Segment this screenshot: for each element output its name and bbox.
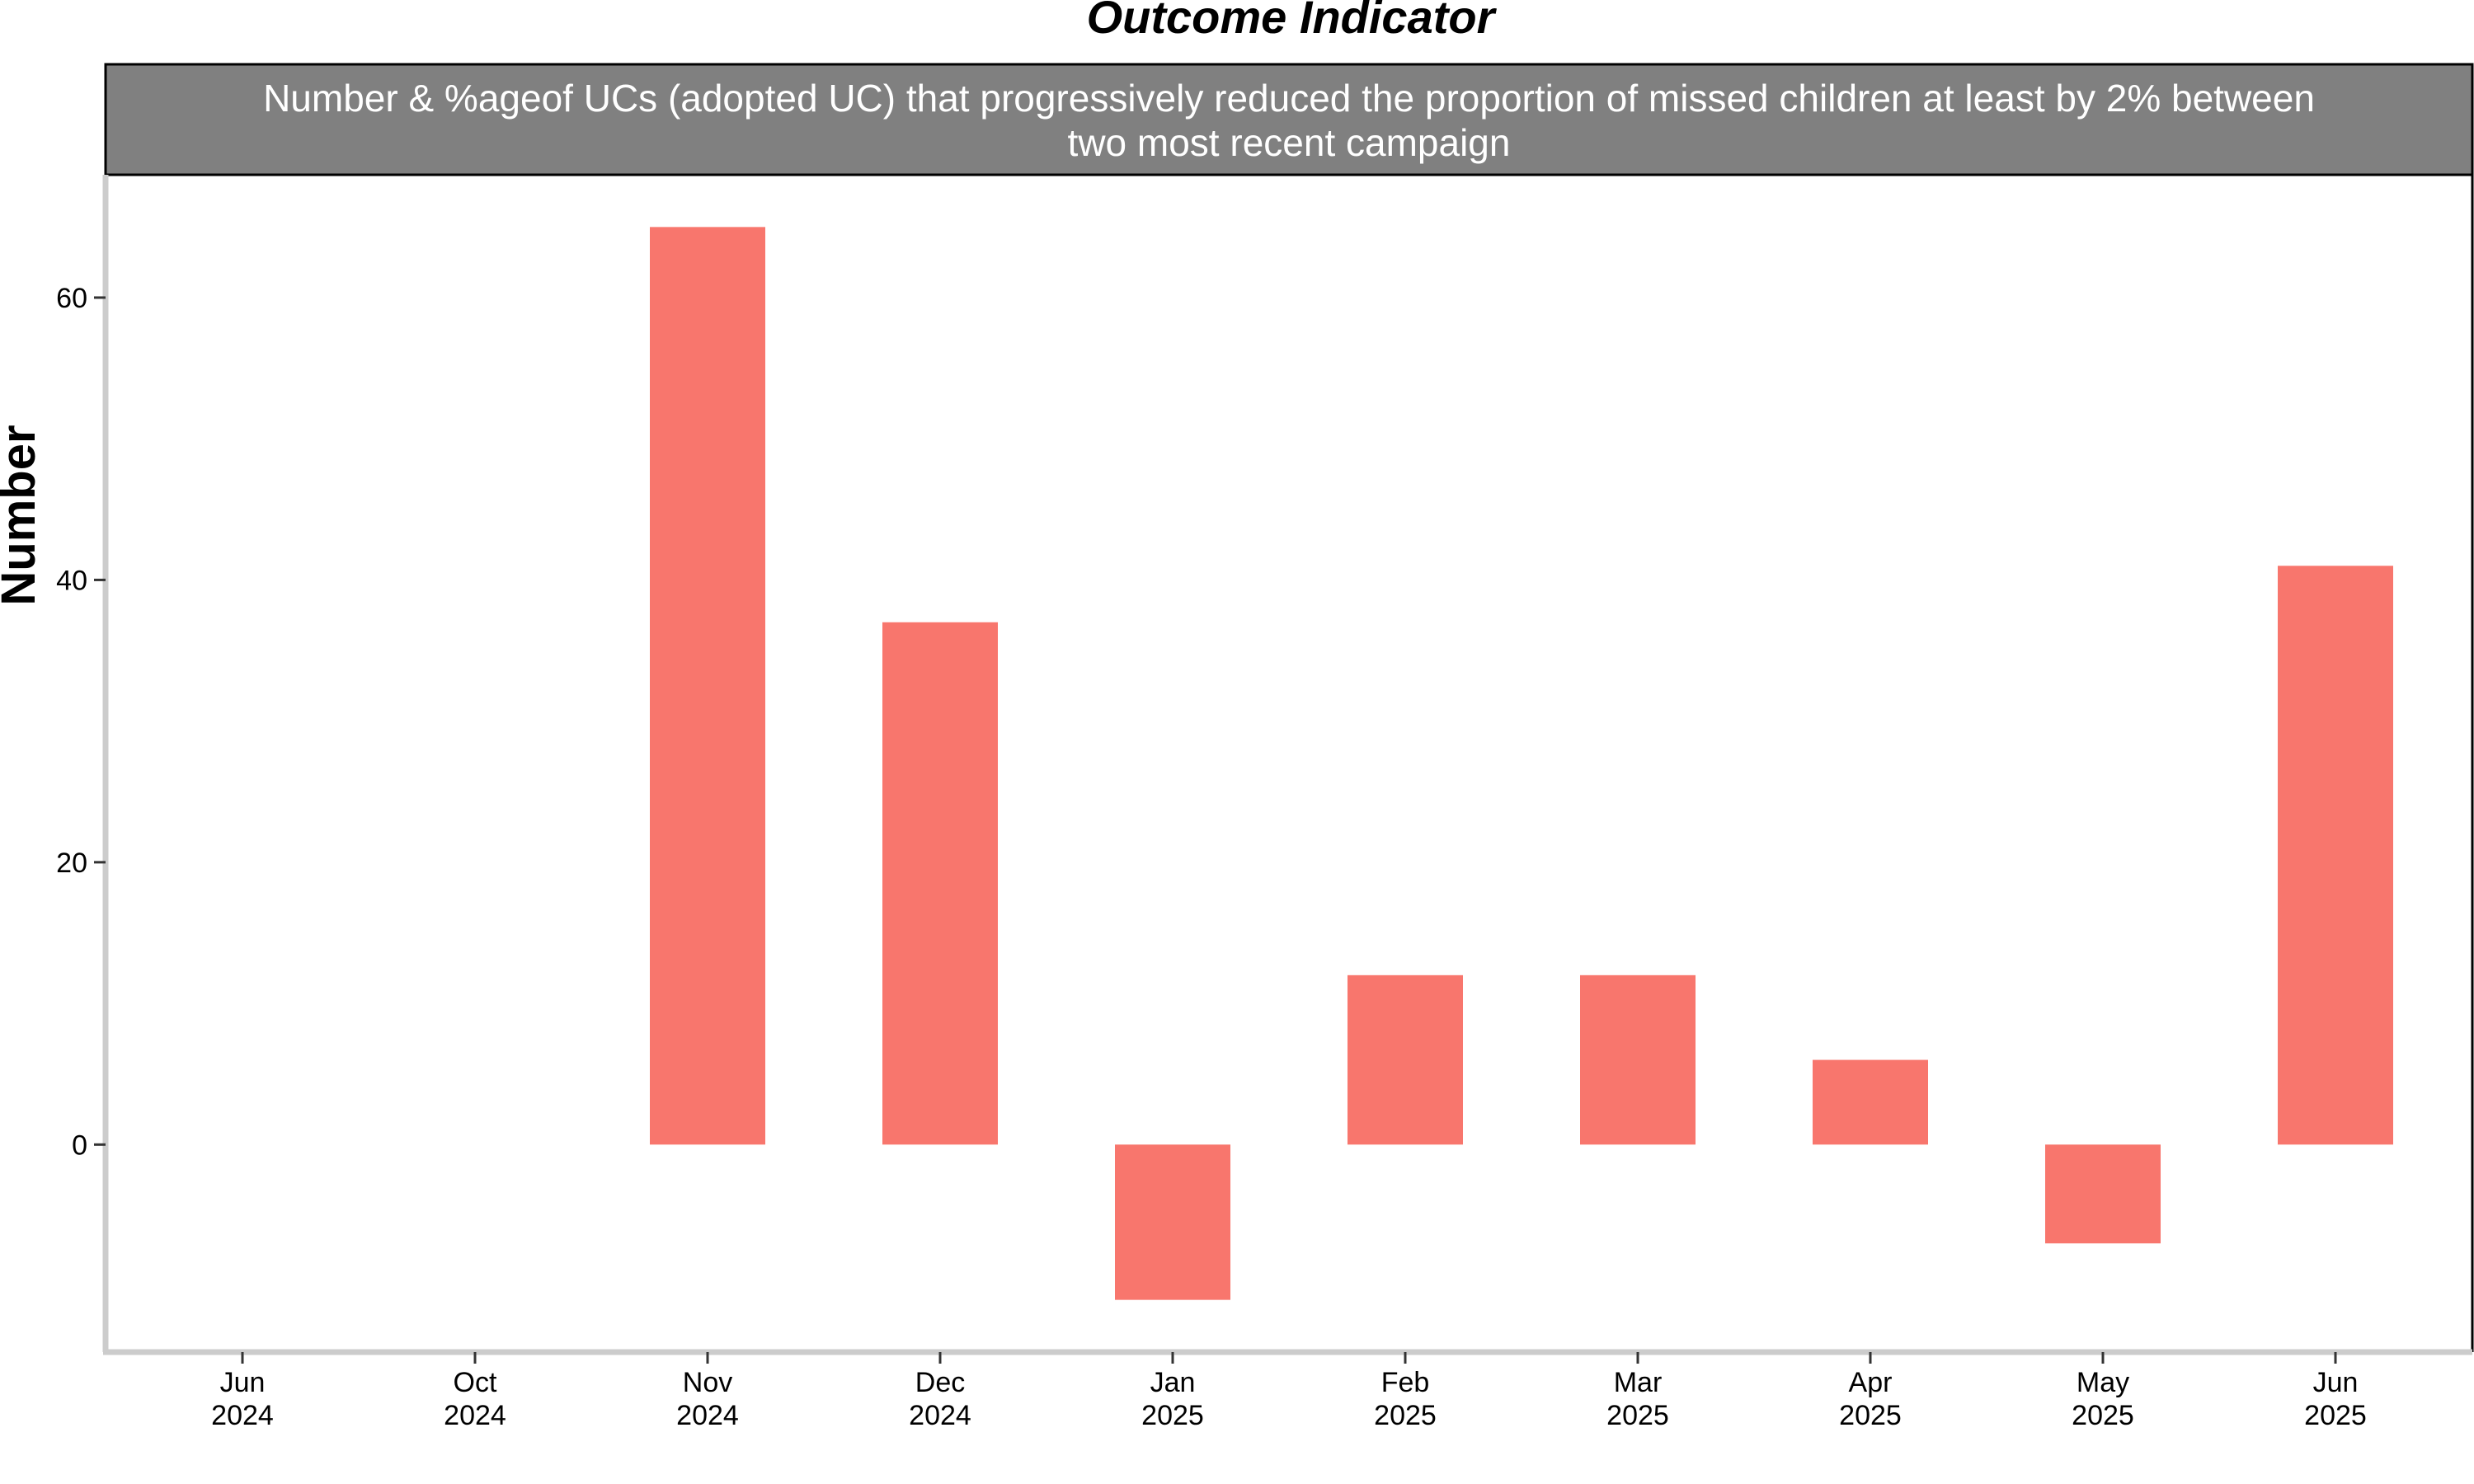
bar-may-2025 xyxy=(2045,1144,2161,1244)
x-tick-label-year: 2024 xyxy=(444,1400,506,1431)
chart-title: Outcome Indicator xyxy=(1087,0,1498,43)
x-tick-label-year: 2025 xyxy=(2304,1400,2367,1431)
x-tick-label-month: Mar xyxy=(1614,1367,1663,1398)
x-tick-label-year: 2024 xyxy=(211,1400,274,1431)
x-tick-label-year: 2025 xyxy=(1839,1400,1902,1431)
bar-jan-2025 xyxy=(1115,1144,1230,1300)
bar-jun-2025 xyxy=(2278,566,2393,1145)
y-tick-label: 0 xyxy=(72,1129,87,1161)
bar-nov-2024 xyxy=(650,227,765,1145)
y-tick-label: 40 xyxy=(56,565,87,596)
bar-feb-2025 xyxy=(1348,974,1463,1145)
x-axis-ticks: Jun2024Oct2024Nov2024Dec2024Jan2025Feb20… xyxy=(211,1352,2367,1431)
x-tick-label-month: Dec xyxy=(915,1367,965,1398)
y-tick-label: 20 xyxy=(56,848,87,879)
x-tick-label-year: 2025 xyxy=(2072,1400,2134,1431)
strip-title-line-1: Number & %ageof UCs (adopted UC) that pr… xyxy=(263,77,2315,120)
strip-title-line-2: two most recent campaign xyxy=(1068,121,1511,164)
x-tick-label-year: 2024 xyxy=(676,1400,739,1431)
x-tick-label-month: Jun xyxy=(220,1367,266,1398)
bar-mar-2025 xyxy=(1580,974,1696,1145)
strip-header xyxy=(104,63,2474,176)
bars-layer xyxy=(650,227,2393,1300)
x-tick-label-year: 2025 xyxy=(1141,1400,1204,1431)
y-axis-label: Number xyxy=(0,425,45,605)
x-tick-label-month: Feb xyxy=(1381,1367,1430,1398)
x-tick-label-year: 2025 xyxy=(1606,1400,1669,1431)
bar-dec-2024 xyxy=(882,622,998,1145)
x-tick-label-month: Jan xyxy=(1150,1367,1196,1398)
y-tick-label: 60 xyxy=(56,283,87,314)
x-tick-label-month: Nov xyxy=(683,1367,732,1398)
x-tick-label-year: 2024 xyxy=(909,1400,971,1431)
x-tick-label-month: Jun xyxy=(2313,1367,2359,1398)
x-tick-label-month: May xyxy=(2077,1367,2129,1398)
x-tick-label-month: Oct xyxy=(454,1367,497,1398)
plot-panel xyxy=(102,175,2474,1355)
x-tick-label-month: Apr xyxy=(1849,1367,1893,1398)
x-tick-label-year: 2025 xyxy=(1374,1400,1437,1431)
y-axis-ticks: 0 20 40 60 xyxy=(56,283,106,1161)
bar-apr-2025 xyxy=(1813,1059,1928,1145)
